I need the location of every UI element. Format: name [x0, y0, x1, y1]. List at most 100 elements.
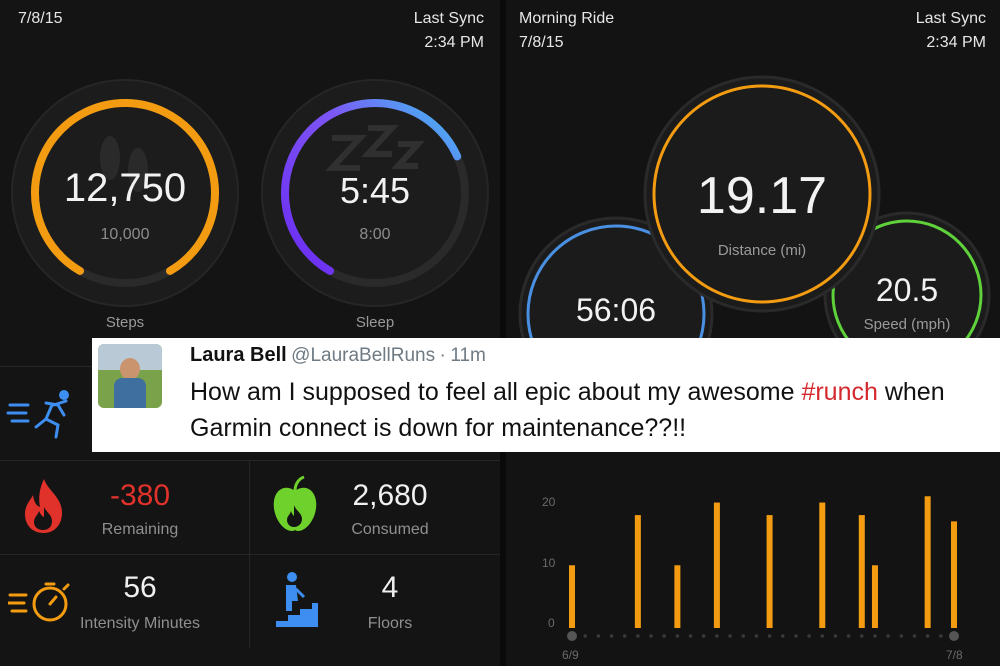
axis-dot: [873, 634, 877, 638]
floors-cell[interactable]: 4 Floors: [250, 554, 500, 649]
footprint-icon: [100, 136, 148, 192]
calories-remaining-cell[interactable]: -380 Remaining: [0, 460, 250, 555]
intensity-minutes-label: Intensity Minutes: [79, 615, 201, 632]
y-tick-0: 0: [548, 616, 555, 630]
panel-divider: [500, 0, 506, 666]
axis-dot: [567, 631, 577, 641]
tweet-card[interactable]: Laura Bell @LauraBellRuns · 11m How am I…: [92, 338, 1000, 452]
activity-history-chart[interactable]: 20 10 0 6/9 7/8: [506, 470, 1000, 666]
runner-icon: [6, 390, 69, 439]
axis-dot: [622, 634, 627, 638]
axis-dot: [583, 634, 587, 638]
chart-bar[interactable]: [951, 521, 957, 628]
floors-label: Floors: [367, 615, 413, 632]
axis-dot: [636, 634, 640, 638]
time-value: 56:06: [575, 292, 657, 328]
x-label-end: 7/8: [946, 648, 963, 662]
tweet-author-handle[interactable]: @LauraBellRuns: [291, 345, 436, 366]
flame-icon: [25, 479, 62, 533]
tweet-author-name[interactable]: Laura Bell: [190, 344, 287, 366]
tweet-header: Laura Bell @LauraBellRuns · 11m: [190, 344, 486, 367]
y-tick-10: 10: [542, 556, 556, 570]
axis-dot: [701, 634, 706, 638]
steps-widget[interactable]: 12,750 10,000: [10, 78, 240, 308]
stairs-icon: [276, 572, 318, 627]
sleep-ring: [261, 79, 489, 307]
axis-dot: [728, 634, 732, 638]
tweet-text-part: How am I supposed to feel all epic about…: [190, 378, 802, 406]
axis-dot: [949, 631, 959, 641]
chart-bar[interactable]: [819, 502, 826, 628]
avatar[interactable]: [98, 344, 162, 408]
daily-summary-panel: 7/8/15 Last Sync 2:34 PM 12,750 10,000 S…: [0, 10, 500, 649]
distance-bubble[interactable]: [642, 74, 882, 314]
axis-dot: [912, 634, 917, 638]
axis-dot: [715, 634, 719, 638]
tweet-separator: ·: [439, 345, 446, 366]
chart-bar[interactable]: [766, 515, 773, 628]
x-label-start: 6/9: [562, 648, 579, 662]
axis-dot: [846, 634, 851, 638]
chart-bar[interactable]: [634, 515, 641, 628]
axis-dot: [609, 634, 614, 638]
axis-dot: [754, 634, 759, 638]
chart-bar[interactable]: [924, 496, 931, 628]
chart-bar[interactable]: [858, 515, 865, 628]
apple-icon: [273, 475, 317, 531]
axis-dot: [780, 634, 785, 638]
y-tick-20: 20: [542, 495, 556, 509]
sync-time: 2:34 PM: [926, 34, 986, 51]
axis-dot: [767, 634, 772, 638]
speed-value: 20.5: [875, 272, 939, 308]
tweet-hashtag-link[interactable]: #runch: [801, 378, 878, 406]
intensity-minutes-value: 56: [123, 571, 157, 604]
calories-consumed-value: 2,680: [352, 479, 428, 512]
calories-remaining-label: Remaining: [101, 521, 179, 538]
tweet-timestamp[interactable]: 11m: [450, 345, 486, 366]
chart-bar[interactable]: [871, 565, 878, 628]
steps-ring: [11, 79, 239, 307]
chart-bar[interactable]: [674, 565, 681, 628]
steps-value: 12,750: [63, 166, 187, 210]
calories-consumed-cell[interactable]: 2,680 Consumed: [250, 460, 500, 555]
last-sync-label: Last Sync: [413, 10, 484, 27]
axis-dot: [662, 634, 667, 638]
axis-dot: [596, 634, 601, 638]
sleep-value: 5:45: [339, 170, 411, 211]
axis-dot: [899, 634, 904, 638]
axis-dot: [794, 634, 798, 638]
zzz-icon: [325, 125, 425, 171]
chart-canvas: [567, 496, 959, 641]
activity-date: 7/8/15: [519, 34, 564, 51]
tweet-text: How am I supposed to feel all epic about…: [190, 374, 998, 446]
axis-dot: [741, 634, 746, 638]
axis-dot: [939, 634, 943, 638]
axis-dot: [688, 634, 693, 638]
calories-consumed-label: Consumed: [351, 521, 429, 538]
axis-dot: [820, 634, 825, 638]
tweet-text-part: when Garmin connect is down for maintena…: [190, 378, 945, 442]
sync-time: 2:34 PM: [424, 34, 484, 51]
last-sync-label: Last Sync: [915, 10, 986, 27]
stopwatch-icon: [8, 582, 70, 622]
chart-bar[interactable]: [569, 565, 575, 628]
axis-dot: [807, 634, 811, 638]
steps-label: Steps: [105, 314, 145, 331]
chart-bar[interactable]: [713, 502, 720, 628]
activity-title: Morning Ride: [519, 10, 615, 27]
sleep-label: Sleep: [355, 314, 395, 331]
speed-label: Speed (mph): [863, 316, 951, 333]
axis-dot: [649, 634, 653, 638]
axis-dot: [833, 634, 838, 638]
sleep-goal: 8:00: [359, 226, 391, 243]
axis-dot: [886, 634, 890, 638]
floors-value: 4: [381, 571, 399, 604]
axis-dot: [925, 634, 930, 638]
activity-panel: Morning Ride 7/8/15 Last Sync 2:34 PM 56…: [506, 0, 1000, 666]
distance-value: 19.17: [696, 167, 828, 225]
sleep-widget[interactable]: 5:45 8:00: [260, 78, 490, 308]
distance-label: Distance (mi): [717, 242, 807, 259]
axis-dot: [859, 634, 864, 638]
intensity-minutes-cell[interactable]: 56 Intensity Minutes: [0, 554, 250, 649]
steps-goal: 10,000: [100, 226, 150, 243]
